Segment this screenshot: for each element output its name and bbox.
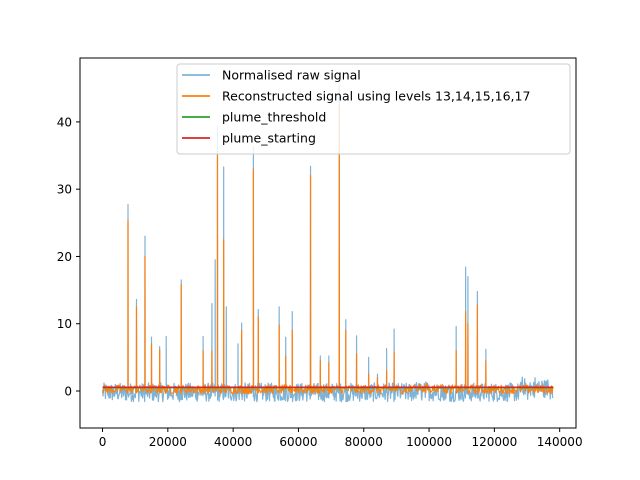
x-axis: 0 20000 40000 60000 80000 100000 120000 140000 [99,428,583,449]
y-tick-label: 40 [57,115,72,129]
y-tick-label: 10 [57,317,72,331]
y-tick-label: 30 [57,183,72,197]
plot-frame [79,57,577,429]
y-axis: 0 10 20 30 40 [57,115,80,399]
x-tick-label: 40000 [214,435,252,449]
y-tick-label: 0 [64,385,72,399]
series-layer [101,84,554,403]
x-tick-label: 20000 [149,435,187,449]
x-tick-label: 100000 [406,435,452,449]
legend: Normalised raw signal Reconstructed signa… [176,63,571,155]
x-tick-label: 120000 [471,435,517,449]
legend-label: Normalised raw signal [222,68,361,83]
x-tick-label: 60000 [279,435,317,449]
legend-label: plume_threshold [222,110,326,125]
x-tick-label: 140000 [537,435,583,449]
x-tick-label: 0 [99,435,107,449]
legend-label: Reconstructed signal using levels 13,14,… [222,89,530,104]
x-tick-label: 80000 [345,435,383,449]
y-tick-label: 20 [57,250,72,264]
legend-label: plume_starting [222,131,316,146]
legend-box [176,63,571,155]
